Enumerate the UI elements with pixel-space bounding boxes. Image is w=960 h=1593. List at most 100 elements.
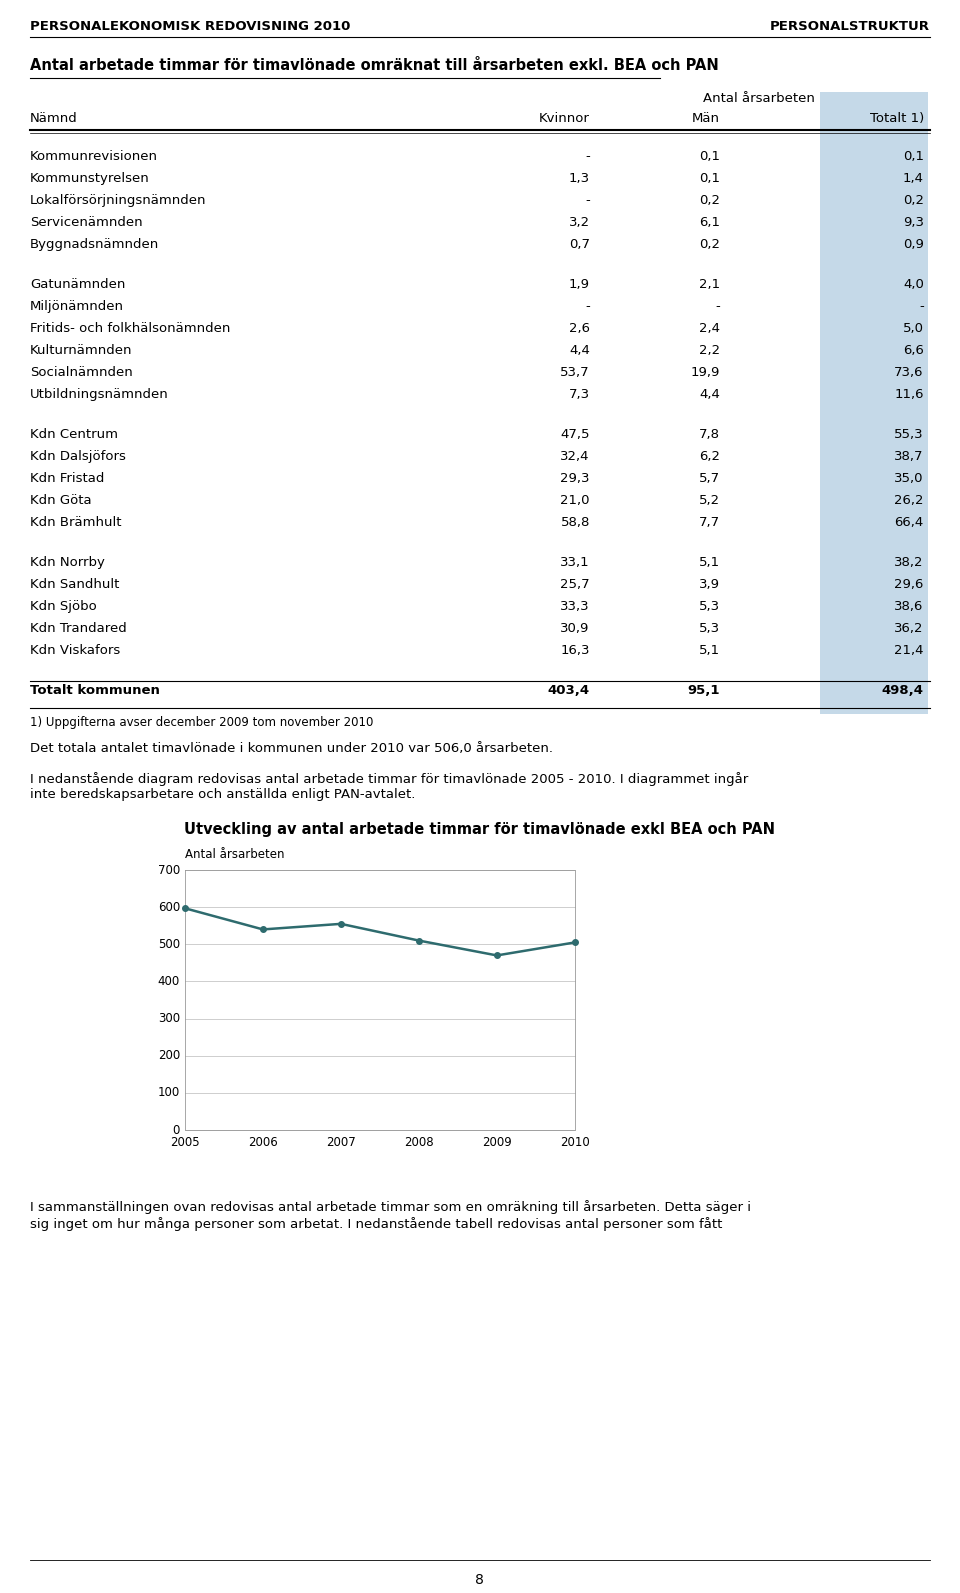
Text: 5,1: 5,1 [699, 644, 720, 656]
Text: 2010: 2010 [560, 1136, 589, 1149]
Text: 1,3: 1,3 [568, 172, 589, 185]
Text: Kommunstyrelsen: Kommunstyrelsen [30, 172, 150, 185]
Text: 33,3: 33,3 [561, 601, 589, 613]
Text: -: - [585, 299, 589, 312]
Text: Kdn Dalsjöfors: Kdn Dalsjöfors [30, 449, 126, 464]
Text: 7,8: 7,8 [699, 429, 720, 441]
Text: 7,7: 7,7 [699, 516, 720, 529]
Text: 500: 500 [157, 938, 180, 951]
Text: 53,7: 53,7 [561, 366, 589, 379]
Text: 11,6: 11,6 [895, 389, 924, 401]
Text: Lokalförsörjningsnämnden: Lokalförsörjningsnämnden [30, 194, 206, 207]
Text: Gatunämnden: Gatunämnden [30, 279, 126, 292]
Text: 2009: 2009 [482, 1136, 512, 1149]
Text: 403,4: 403,4 [548, 683, 589, 698]
Text: 2,1: 2,1 [699, 279, 720, 292]
Text: 38,6: 38,6 [895, 601, 924, 613]
Text: 4,0: 4,0 [903, 279, 924, 292]
Text: 0,2: 0,2 [902, 194, 924, 207]
Text: Kvinnor: Kvinnor [539, 112, 589, 124]
Text: 95,1: 95,1 [687, 683, 720, 698]
Text: 73,6: 73,6 [895, 366, 924, 379]
Text: Totalt kommunen: Totalt kommunen [30, 683, 160, 698]
Text: 1) Uppgifterna avser december 2009 tom november 2010: 1) Uppgifterna avser december 2009 tom n… [30, 715, 373, 730]
Text: Kdn Centrum: Kdn Centrum [30, 429, 118, 441]
Text: Kdn Norrby: Kdn Norrby [30, 556, 105, 569]
Text: Kulturnämnden: Kulturnämnden [30, 344, 132, 357]
Text: 0,1: 0,1 [902, 150, 924, 162]
Text: 5,3: 5,3 [699, 621, 720, 636]
Text: 0,1: 0,1 [699, 150, 720, 162]
Text: 498,4: 498,4 [881, 683, 924, 698]
Text: Socialnämnden: Socialnämnden [30, 366, 132, 379]
Text: 100: 100 [157, 1086, 180, 1099]
Text: 25,7: 25,7 [561, 578, 589, 591]
Text: 2006: 2006 [248, 1136, 277, 1149]
Text: 2,4: 2,4 [699, 322, 720, 335]
Text: Kommunrevisionen: Kommunrevisionen [30, 150, 158, 162]
Text: 36,2: 36,2 [895, 621, 924, 636]
Text: 5,1: 5,1 [699, 556, 720, 569]
Text: 6,2: 6,2 [699, 449, 720, 464]
Text: PERSONALEKONOMISK REDOVISNING 2010: PERSONALEKONOMISK REDOVISNING 2010 [30, 21, 350, 33]
Text: Antal årsarbeten: Antal årsarbeten [185, 847, 284, 860]
Text: 29,6: 29,6 [895, 578, 924, 591]
Text: Antal arbetade timmar för timavlönade omräknat till årsarbeten exkl. BEA och PAN: Antal arbetade timmar för timavlönade om… [30, 57, 719, 73]
Text: 0: 0 [173, 1123, 180, 1136]
Text: -: - [585, 194, 589, 207]
Text: 400: 400 [157, 975, 180, 988]
Text: 2,2: 2,2 [699, 344, 720, 357]
Text: Kdn Brämhult: Kdn Brämhult [30, 516, 122, 529]
Text: 7,3: 7,3 [568, 389, 589, 401]
Text: Fritids- och folkhälsonämnden: Fritids- och folkhälsonämnden [30, 322, 230, 335]
Text: 33,1: 33,1 [561, 556, 589, 569]
Text: PERSONALSTRUKTUR: PERSONALSTRUKTUR [770, 21, 929, 33]
Text: Kdn Sandhult: Kdn Sandhult [30, 578, 119, 591]
Text: 200: 200 [157, 1050, 180, 1063]
Text: -: - [715, 299, 720, 312]
Text: 0,2: 0,2 [699, 194, 720, 207]
Text: Kdn Trandared: Kdn Trandared [30, 621, 127, 636]
Text: 600: 600 [157, 900, 180, 914]
Bar [820, 92, 927, 714]
Text: -: - [919, 299, 924, 312]
Text: 300: 300 [157, 1012, 180, 1024]
Text: 3,9: 3,9 [699, 578, 720, 591]
Text: 32,4: 32,4 [561, 449, 589, 464]
Text: 2007: 2007 [326, 1136, 356, 1149]
Text: 1,9: 1,9 [569, 279, 589, 292]
Text: Kdn Göta: Kdn Göta [30, 494, 91, 507]
Text: 58,8: 58,8 [561, 516, 589, 529]
Text: 5,7: 5,7 [699, 472, 720, 484]
Text: 26,2: 26,2 [895, 494, 924, 507]
Text: Män: Män [692, 112, 720, 124]
Text: Kdn Fristad: Kdn Fristad [30, 472, 105, 484]
Text: 38,2: 38,2 [895, 556, 924, 569]
Text: 5,2: 5,2 [699, 494, 720, 507]
Text: 35,0: 35,0 [895, 472, 924, 484]
Text: 3,2: 3,2 [568, 217, 589, 229]
Text: 5,3: 5,3 [699, 601, 720, 613]
Text: Servicenämnden: Servicenämnden [30, 217, 143, 229]
Text: Utbildningsnämnden: Utbildningsnämnden [30, 389, 169, 401]
Text: Nämnd: Nämnd [30, 112, 78, 124]
Text: 47,5: 47,5 [561, 429, 589, 441]
Text: Byggnadsnämnden: Byggnadsnämnden [30, 237, 159, 252]
Text: 9,3: 9,3 [902, 217, 924, 229]
Text: Det totala antalet timavlönade i kommunen under 2010 var 506,0 årsarbeten.: Det totala antalet timavlönade i kommune… [30, 742, 553, 755]
Text: I sammanställningen ovan redovisas antal arbetade timmar som en omräkning till å: I sammanställningen ovan redovisas antal… [30, 1200, 751, 1214]
Text: 19,9: 19,9 [690, 366, 720, 379]
Text: 29,3: 29,3 [561, 472, 589, 484]
Text: Kdn Viskafors: Kdn Viskafors [30, 644, 120, 656]
Text: 2005: 2005 [170, 1136, 200, 1149]
Text: 30,9: 30,9 [561, 621, 589, 636]
Text: 4,4: 4,4 [569, 344, 589, 357]
Text: Utveckling av antal arbetade timmar för timavlönade exkl BEA och PAN: Utveckling av antal arbetade timmar för … [184, 822, 776, 836]
Text: 0,9: 0,9 [903, 237, 924, 252]
Text: 0,2: 0,2 [699, 237, 720, 252]
Text: 21,0: 21,0 [561, 494, 589, 507]
Text: sig inget om hur många personer som arbetat. I nedanstående tabell redovisas ant: sig inget om hur många personer som arbe… [30, 1217, 722, 1231]
Text: 5,0: 5,0 [902, 322, 924, 335]
Text: Totalt 1): Totalt 1) [870, 112, 924, 124]
Text: 4,4: 4,4 [699, 389, 720, 401]
